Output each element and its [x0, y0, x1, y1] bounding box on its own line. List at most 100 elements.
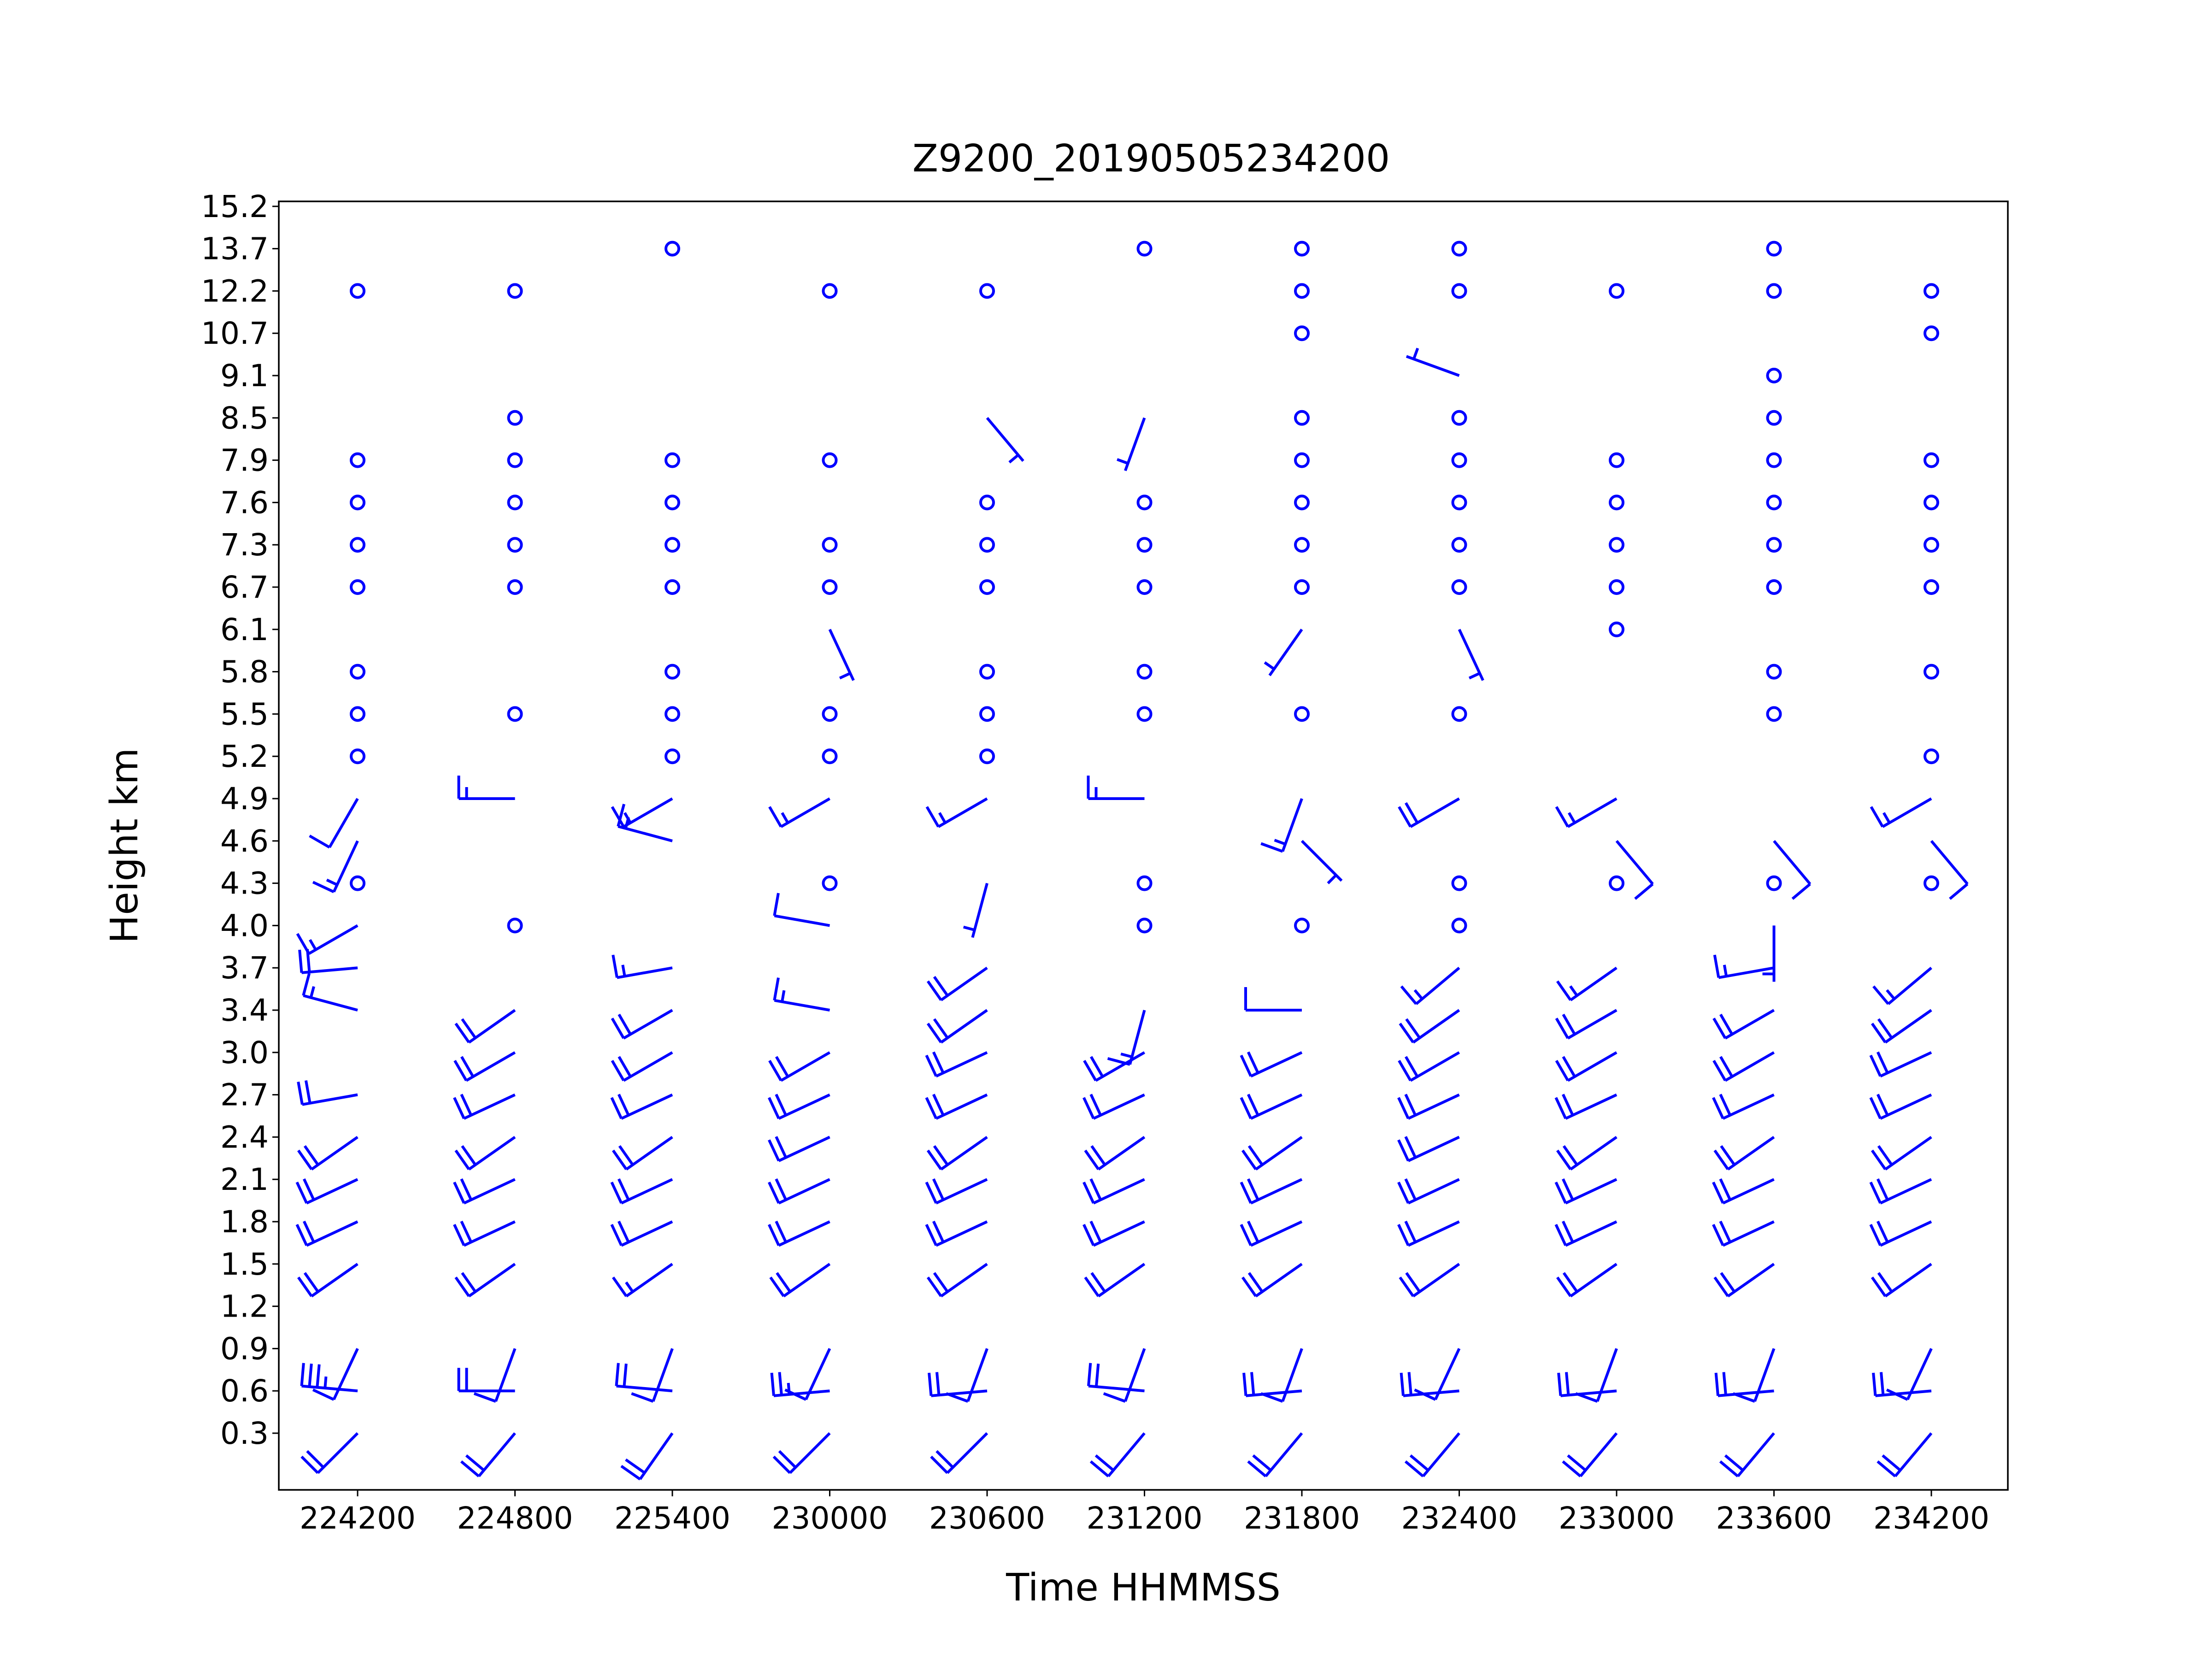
wind-barb [1084, 1135, 1146, 1171]
wind-barb [1400, 1372, 1459, 1397]
calm-circle-marker [1766, 452, 1782, 468]
wind-barb [1117, 417, 1146, 471]
calm-circle-marker [1609, 579, 1624, 595]
wind-barb [296, 924, 359, 955]
wind-barb [1713, 954, 1775, 979]
chart-title: Z9200_20190505234200 [912, 137, 1390, 181]
calm-circle-marker [350, 664, 365, 680]
wind-barb [1712, 1178, 1775, 1205]
wind-barb [1714, 1372, 1774, 1397]
wind-barbs-layer [295, 241, 1969, 1481]
calm-circle-marker [1609, 494, 1624, 511]
x-tick-label: 232400 [1401, 1500, 1518, 1536]
calm-circle-marker [665, 452, 680, 468]
x-tick-label: 231200 [1087, 1500, 1203, 1536]
wind-barb [620, 1432, 674, 1481]
y-tick-label: 3.4 [220, 993, 269, 1028]
calm-circle-marker [1136, 537, 1153, 553]
wind-barb [963, 882, 988, 938]
wind-barb [1554, 1093, 1618, 1120]
calm-circle-marker [979, 706, 995, 722]
wind-barb [1458, 629, 1484, 681]
calm-circle-marker [1451, 918, 1467, 934]
wind-barb [1869, 1051, 1932, 1078]
y-tick-label: 7.9 [220, 443, 269, 478]
wind-barb [930, 1432, 988, 1474]
wind-barb [454, 1135, 516, 1171]
wind-barb [926, 1263, 988, 1298]
calm-circle-marker [1924, 748, 1939, 765]
y-tick-label: 1.8 [220, 1204, 269, 1240]
calm-circle-marker [507, 918, 523, 934]
wind-barb [986, 417, 1024, 464]
wind-barb [1886, 1348, 1933, 1401]
calm-circle-marker [1294, 283, 1310, 299]
wind-barb [297, 1080, 358, 1106]
wind-barb [925, 1220, 988, 1247]
calm-circle-marker [1294, 579, 1310, 595]
wind-barb [1397, 1220, 1460, 1247]
calm-circle-marker [665, 494, 680, 511]
wind-barb [1240, 1051, 1303, 1078]
y-tick-label: 2.7 [220, 1077, 269, 1113]
x-tick-label: 230600 [929, 1500, 1045, 1536]
calm-circle-marker [665, 748, 680, 765]
wind-barb [453, 1220, 516, 1247]
calm-circle-marker [1136, 664, 1153, 680]
x-tick-label: 225400 [614, 1500, 730, 1536]
calm-circle-marker [1451, 579, 1467, 595]
wind-barb [1877, 1432, 1933, 1477]
wind-barb [1575, 1348, 1618, 1403]
wind-barb [1712, 1009, 1775, 1040]
y-tick-label: 2.1 [220, 1162, 269, 1197]
calm-circle-marker [1294, 918, 1310, 934]
wind-barb [1240, 1093, 1303, 1120]
wind-barb [1554, 1220, 1618, 1247]
wind-barb [1762, 925, 1776, 982]
wind-barb [300, 1363, 358, 1393]
wind-barb [1397, 1093, 1460, 1120]
wind-barb [768, 1135, 830, 1162]
wind-barb [1712, 1093, 1775, 1120]
x-tick-label: 224800 [457, 1500, 573, 1536]
y-tick-label: 4.3 [220, 866, 269, 901]
calm-circle-marker [1136, 241, 1153, 257]
y-tick-label: 0.3 [220, 1416, 269, 1451]
wind-barb [612, 1263, 673, 1298]
wind-barb [1713, 1263, 1775, 1298]
calm-circle-marker [1609, 452, 1624, 468]
y-tick-label: 4.9 [220, 781, 269, 817]
calm-circle-marker [1766, 283, 1782, 299]
wind-barb [1555, 797, 1618, 828]
wind-barb [297, 1135, 359, 1171]
calm-circle-marker [1136, 579, 1153, 595]
wind-barb [1406, 347, 1460, 377]
calm-circle-marker [1766, 241, 1782, 257]
calm-circle-marker [1294, 241, 1310, 257]
wind-barb [1247, 1432, 1303, 1477]
calm-circle-marker [1924, 283, 1939, 299]
wind-barb [1556, 1135, 1618, 1171]
wind-barb [611, 797, 673, 828]
wind-barb [453, 1093, 516, 1120]
wind-barb [1397, 1135, 1460, 1162]
wind-barb [610, 1220, 673, 1247]
y-axis-label: Height km [103, 748, 147, 944]
wind-barb [768, 1051, 830, 1082]
wind-barb [768, 1178, 830, 1205]
y-tick-label: 0.9 [220, 1331, 269, 1366]
wind-barb [828, 629, 855, 681]
calm-circle-marker [979, 579, 995, 595]
calm-circle-marker [822, 452, 838, 468]
calm-circle-marker [1924, 494, 1939, 511]
calm-circle-marker [1451, 241, 1467, 257]
wind-barb [1398, 1051, 1460, 1082]
wind-barb [925, 1051, 988, 1078]
calm-circle-marker [1766, 664, 1782, 680]
calm-circle-marker [507, 452, 523, 468]
wind-barb [631, 1348, 674, 1403]
wind-barb [1555, 1009, 1618, 1040]
y-tick-label: 6.7 [220, 570, 269, 605]
calm-circle-marker [665, 664, 680, 680]
